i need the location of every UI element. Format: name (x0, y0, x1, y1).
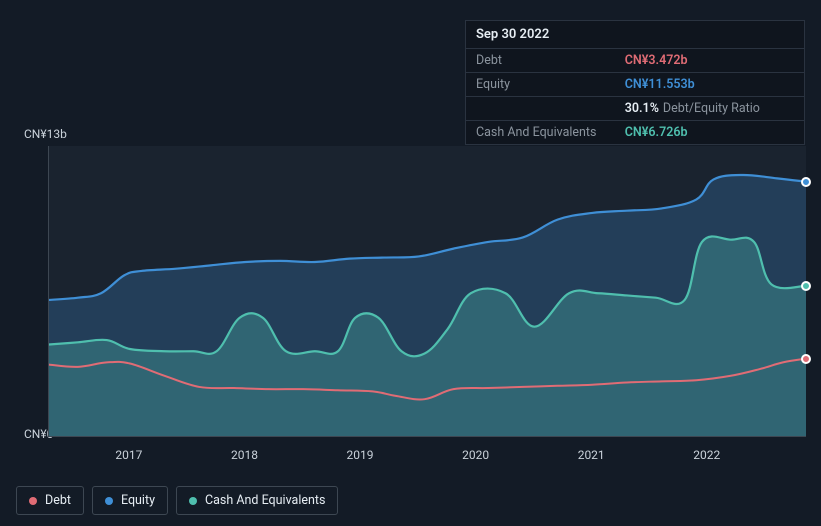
chart-container: Sep 30 2022 DebtCN¥3.472bEquityCN¥11.553… (0, 0, 821, 526)
tooltip-table: DebtCN¥3.472bEquityCN¥11.553b30.1%Debt/E… (466, 48, 804, 144)
legend-item-equity[interactable]: Equity (92, 486, 168, 515)
chart-svg (49, 146, 806, 436)
legend-swatch-equity (105, 497, 113, 505)
end-marker-debt (801, 354, 811, 364)
tooltip-row-label: Cash And Equivalents (466, 121, 615, 145)
tooltip-row-label: Debt (466, 49, 615, 73)
legend-swatch-cash (189, 497, 197, 505)
tooltip-row-value: CN¥6.726b (615, 121, 804, 145)
plot-area[interactable] (48, 146, 806, 437)
x-tick-label: 2017 (115, 448, 142, 462)
legend-item-debt[interactable]: Debt (16, 486, 84, 515)
legend-item-cash[interactable]: Cash And Equivalents (176, 486, 338, 515)
data-tooltip: Sep 30 2022 DebtCN¥3.472bEquityCN¥11.553… (465, 20, 805, 145)
legend-label: Equity (121, 493, 155, 508)
x-tick-label: 2020 (462, 448, 489, 462)
end-marker-cash (801, 281, 811, 291)
legend-swatch-debt (29, 497, 37, 505)
y-axis-max-label: CN¥13b (24, 127, 67, 141)
tooltip-row-value: 30.1%Debt/Equity Ratio (615, 97, 804, 121)
tooltip-date: Sep 30 2022 (466, 21, 804, 48)
legend-label: Cash And Equivalents (205, 493, 325, 508)
end-marker-equity (801, 177, 811, 187)
x-tick-label: 2019 (347, 448, 374, 462)
x-tick-label: 2021 (578, 448, 605, 462)
x-tick-label: 2018 (231, 448, 258, 462)
tooltip-row-suffix: Debt/Equity Ratio (663, 101, 760, 116)
legend: Debt Equity Cash And Equivalents (16, 486, 338, 515)
x-tick-label: 2022 (693, 448, 720, 462)
legend-label: Debt (45, 493, 71, 508)
tooltip-row-label: Equity (466, 73, 615, 97)
tooltip-row-value: CN¥11.553b (615, 73, 804, 97)
tooltip-row-label (466, 97, 615, 121)
tooltip-row-value: CN¥3.472b (615, 49, 804, 73)
